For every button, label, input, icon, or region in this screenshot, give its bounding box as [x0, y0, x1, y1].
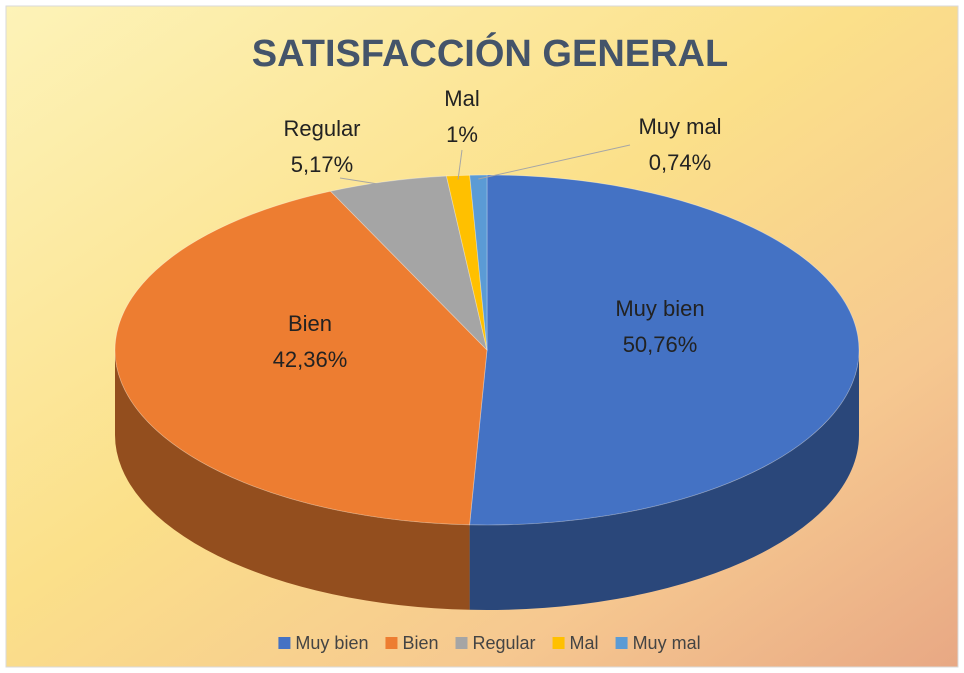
legend-swatch	[278, 637, 291, 649]
legend-label: Mal	[570, 633, 599, 653]
data-label-value: 1%	[446, 122, 478, 147]
leader-line	[478, 144, 631, 180]
slice	[445, 174, 488, 351]
chart-title: SATISFACCIÓN GENERAL	[252, 31, 728, 75]
data-label-value: 50,76%	[623, 332, 698, 357]
leader-line	[339, 177, 388, 186]
data-label-name: Muy mal	[638, 114, 721, 139]
data-label-value: 0,74%	[649, 150, 711, 175]
data-label-name: Mal	[444, 86, 479, 111]
legend-swatch	[385, 637, 398, 649]
data-label-value: 5,17%	[291, 152, 353, 177]
legend-label: Bien	[402, 633, 438, 653]
legend-swatch	[552, 637, 565, 649]
slice	[469, 174, 488, 351]
data-label-name: Muy bien	[615, 296, 704, 321]
legend-label: Regular	[473, 633, 536, 653]
data-label-name: Regular	[283, 116, 360, 141]
slice	[469, 174, 860, 526]
leader-line	[457, 149, 463, 180]
legend-label: Muy bien	[295, 633, 368, 653]
slice-side	[469, 350, 859, 610]
data-label-value: 42,36%	[273, 347, 348, 372]
legend-label: Muy mal	[633, 633, 701, 653]
legend-swatch	[615, 637, 628, 649]
slice	[114, 190, 488, 526]
slice	[329, 175, 488, 352]
slice-side	[115, 350, 470, 610]
data-label-name: Bien	[288, 311, 332, 336]
legend-swatch	[455, 637, 468, 649]
